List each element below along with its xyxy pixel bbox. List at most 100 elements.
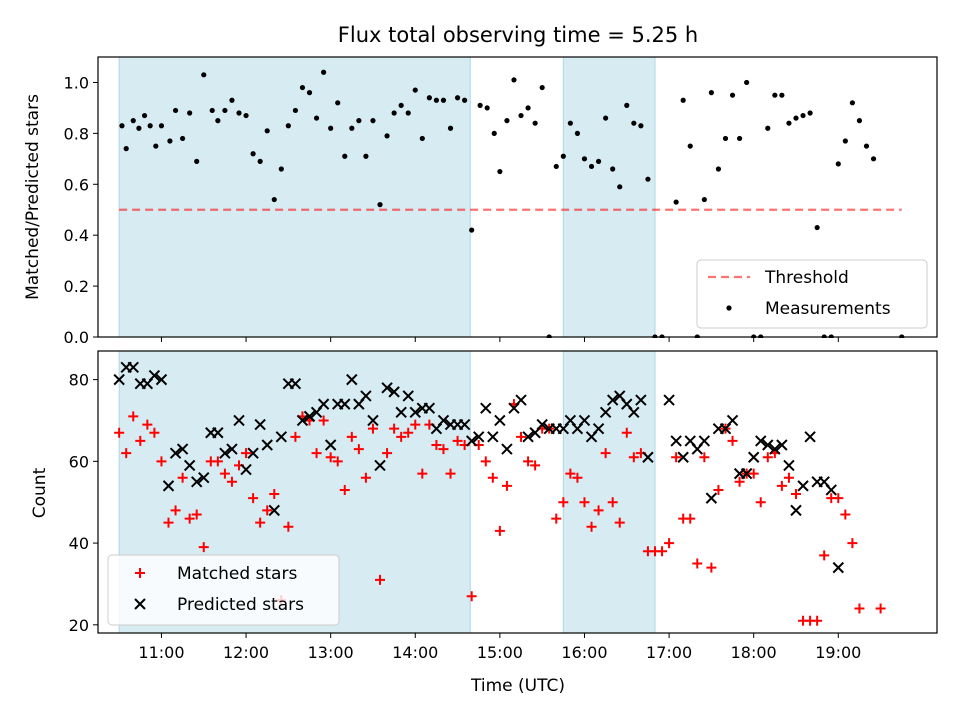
matched-stars-point	[671, 452, 682, 463]
matched-stars-point	[713, 484, 724, 495]
bottom-y-tick-label: 60	[69, 452, 89, 471]
predicted-stars-point	[755, 435, 767, 447]
predicted-stars-point	[198, 471, 210, 484]
measurements-point	[800, 112, 806, 119]
bottom-y-axis-label: Count	[30, 467, 50, 518]
matched-stars-point	[248, 493, 259, 504]
matched-stars-point	[480, 456, 491, 467]
matched-stars-point	[854, 603, 865, 614]
matched-stars-point	[311, 448, 322, 459]
measurements-point	[292, 107, 299, 114]
measurements-point	[147, 123, 153, 129]
matched-stars-point	[762, 452, 773, 463]
matched-stars-point	[607, 497, 618, 508]
predicted-stars-point	[289, 377, 302, 390]
matched-stars-point	[360, 472, 371, 483]
predicted-stars-point	[176, 443, 189, 455]
x-tick-label: 18:00	[731, 643, 777, 662]
matched-stars-point	[375, 574, 386, 585]
x-tick-label: 17:00	[646, 643, 692, 662]
measurements-point	[119, 123, 125, 129]
matched-stars-point	[755, 497, 766, 508]
predicted-stars-point	[494, 414, 506, 427]
predicted-stars-point	[536, 418, 548, 431]
predicted-stars-point	[268, 504, 280, 517]
predicted-stars-point	[190, 476, 203, 488]
matched-stars-point	[833, 493, 844, 504]
measurements-point	[370, 118, 376, 124]
measurements-point	[229, 97, 235, 103]
matched-stars-point	[339, 484, 350, 495]
matched-stars-point	[367, 423, 378, 434]
predicted-stars-point	[162, 480, 175, 492]
measurements-point	[469, 227, 475, 233]
matched-stars-point	[114, 427, 125, 438]
measurements-point	[335, 100, 341, 106]
matched-stars-point	[614, 517, 625, 528]
matched-stars-point	[241, 448, 252, 459]
predicted-stars-point	[219, 447, 231, 459]
matched-stars-point	[452, 435, 463, 446]
matched-stars-point	[783, 472, 794, 483]
x-tick-label: 12:00	[223, 643, 269, 662]
measurements-point	[172, 107, 179, 114]
predicted-stars-point	[127, 361, 139, 374]
matched-stars-point	[410, 419, 421, 430]
top-y-tick-label: 0.2	[64, 277, 89, 296]
measurements-point	[701, 196, 707, 203]
matched-stars-point	[269, 489, 280, 500]
measurements-point	[532, 120, 538, 126]
measurements-point	[250, 151, 256, 157]
top-y-axis-label: Matched/Predicted stars	[23, 94, 43, 300]
matched-stars-point	[819, 550, 830, 561]
matched-stars-point	[776, 480, 787, 491]
matched-stars-point	[558, 497, 569, 508]
measurements-point	[603, 115, 609, 121]
predicted-stars-point	[233, 414, 245, 427]
measurements-point	[384, 133, 390, 139]
x-tick-label: 16:00	[561, 643, 607, 662]
bottom-legend: Matched stars Predicted stars	[107, 554, 340, 626]
bottom-shaded-window-2	[562, 350, 656, 634]
matched-stars-point	[170, 505, 181, 516]
matched-stars-point	[523, 456, 534, 467]
measurements-point	[349, 125, 355, 131]
predicted-stars-point	[367, 414, 379, 427]
measurements-point	[581, 156, 588, 162]
matched-stars-point	[586, 521, 597, 532]
matched-stars-point	[290, 431, 301, 442]
measurements-point	[491, 130, 497, 136]
predicted-stars-point	[522, 431, 534, 443]
predicted-stars-point	[458, 418, 471, 431]
predicted-stars-point	[261, 439, 273, 451]
measurements-point	[440, 97, 447, 103]
matched-stars-point	[255, 517, 266, 528]
matched-stars-point	[692, 558, 703, 569]
measurements-point	[454, 95, 461, 101]
matched-stars-point	[149, 427, 160, 438]
top-shaded-window-2	[562, 56, 656, 338]
x-tick-label: 13:00	[308, 643, 354, 662]
measurements-point	[574, 130, 581, 136]
measurements-point	[209, 107, 215, 114]
top-axes-frame	[97, 56, 938, 338]
measurements-point	[729, 92, 736, 98]
measurements-point	[153, 143, 159, 149]
matched-stars-point	[593, 505, 604, 516]
measurements-point	[313, 115, 320, 121]
matched-stars-point	[734, 476, 745, 487]
measurements-point	[807, 110, 813, 116]
measurements-point	[708, 90, 714, 96]
matched-stars-point	[466, 591, 477, 602]
predicted-stars-point	[155, 373, 168, 386]
top-y-tick-label: 1.0	[64, 73, 89, 92]
matched-stars-point	[382, 448, 393, 459]
matched-stars-point	[184, 513, 195, 524]
predicted-stars-point	[578, 414, 591, 427]
predicted-stars-point	[480, 402, 492, 414]
measurements-point	[610, 166, 616, 172]
matched-stars-point	[847, 538, 858, 549]
measurements-point	[673, 199, 679, 205]
measurements-point	[180, 135, 186, 142]
